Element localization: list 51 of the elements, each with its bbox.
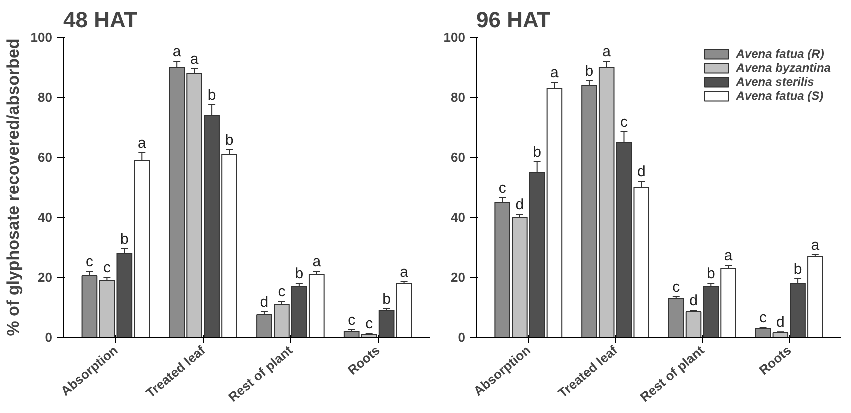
data-label: b — [208, 87, 216, 104]
y-tick-label: 20 — [38, 270, 53, 285]
data-label: c — [86, 254, 94, 270]
chart-title: 96 HAT — [476, 8, 552, 32]
data-label: a — [550, 64, 560, 82]
y-axis-title: % of glyphosate recovered/absorbed — [4, 38, 23, 336]
data-label: b — [225, 132, 234, 149]
data-label: b — [533, 144, 542, 161]
data-label: d — [516, 196, 524, 214]
data-label: d — [260, 294, 269, 311]
data-label: c — [672, 279, 681, 296]
data-label: c — [348, 312, 356, 329]
data-label: b — [295, 266, 304, 282]
data-label: b — [794, 261, 802, 278]
y-tick-label: 80 — [38, 90, 53, 105]
data-label: a — [724, 248, 734, 264]
y-tick-label: 60 — [451, 150, 466, 165]
data-label: b — [706, 266, 716, 282]
data-label: a — [172, 44, 182, 60]
y-tick-label: 0 — [458, 330, 466, 345]
data-label: a — [400, 264, 410, 281]
legend-label: Avena sterilis — [736, 75, 814, 89]
legend-label: Avena byzantina — [736, 61, 831, 75]
data-label: a — [811, 237, 820, 254]
data-label: c — [103, 260, 112, 276]
data-label: a — [602, 44, 612, 60]
data-label: d — [776, 314, 785, 332]
data-label: c — [366, 316, 374, 333]
data-label: c — [760, 310, 768, 327]
data-label: a — [190, 51, 200, 68]
data-label: d — [637, 164, 646, 180]
y-tick-label: 80 — [451, 90, 466, 105]
y-tick-label: 100 — [444, 30, 466, 45]
data-label: c — [278, 284, 286, 300]
data-label: b — [382, 291, 391, 308]
data-label: a — [312, 254, 322, 270]
data-label: d — [690, 292, 698, 310]
chart-title: 48 HAT — [64, 8, 138, 32]
y-tick-label: 40 — [38, 210, 53, 225]
y-tick-label: 20 — [451, 270, 466, 285]
y-tick-label: 40 — [451, 210, 466, 225]
legend-label: Avena fatua (R) — [736, 47, 824, 61]
data-label: b — [585, 63, 594, 80]
data-label: c — [498, 180, 507, 197]
legend-label: Avena fatua (S) — [736, 89, 824, 103]
y-tick-label: 0 — [45, 330, 53, 345]
y-tick-label: 100 — [30, 30, 53, 45]
data-label: a — [138, 135, 147, 152]
data-label: b — [120, 231, 129, 248]
data-label: c — [620, 114, 628, 131]
y-tick-label: 60 — [38, 150, 53, 165]
